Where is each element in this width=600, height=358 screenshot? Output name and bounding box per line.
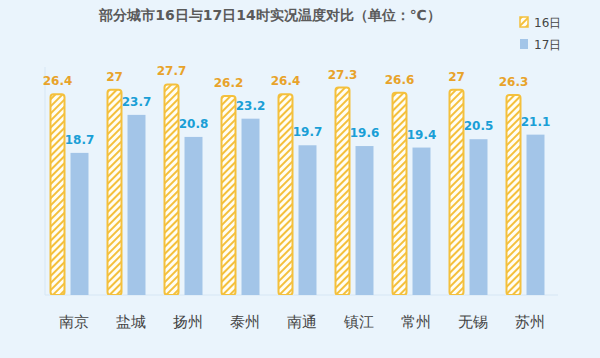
background bbox=[0, 0, 600, 358]
x-tick-label: 镇江 bbox=[343, 313, 374, 331]
bar bbox=[71, 153, 89, 295]
legend-label: 17日 bbox=[534, 38, 561, 52]
bar bbox=[128, 115, 146, 295]
bar bbox=[279, 94, 293, 295]
bar bbox=[393, 93, 407, 295]
bar bbox=[242, 119, 260, 295]
x-tick-label: 苏州 bbox=[515, 313, 545, 331]
x-tick-label: 扬州 bbox=[173, 313, 203, 331]
bar bbox=[413, 148, 431, 295]
bar bbox=[51, 94, 65, 295]
x-tick-label: 南京 bbox=[59, 313, 89, 331]
data-label: 19.7 bbox=[293, 125, 323, 139]
x-tick-label: 泰州 bbox=[230, 313, 260, 331]
data-label: 26.6 bbox=[385, 73, 415, 87]
legend-swatch bbox=[520, 39, 528, 49]
bar bbox=[185, 137, 203, 295]
bar bbox=[108, 90, 122, 295]
bar bbox=[527, 135, 545, 295]
data-label: 26.3 bbox=[499, 75, 529, 89]
data-label: 23.7 bbox=[122, 95, 152, 109]
data-labels: 26.4 18.7 27 23.7 27.7 20.8 26.2 23.2 26.4 19.7 27… bbox=[43, 64, 551, 146]
y-axis-line bbox=[45, 67, 46, 295]
x-tick-label: 无锡 bbox=[458, 313, 488, 331]
x-tick-label: 盐城 bbox=[116, 313, 146, 331]
bars bbox=[51, 84, 545, 295]
bar bbox=[336, 88, 350, 295]
data-label: 20.8 bbox=[179, 117, 209, 131]
chart: 部分城市16日与17日14时实况温度对比（单位：℃） 26.4 18.7 27 23.7… bbox=[0, 0, 600, 358]
bar bbox=[450, 90, 464, 295]
x-tick-label: 南通 bbox=[287, 313, 317, 331]
data-label: 27 bbox=[106, 70, 123, 84]
bar bbox=[470, 139, 488, 295]
title: 部分城市16日与17日14时实况温度对比（单位：℃） bbox=[98, 7, 440, 23]
data-label: 21.1 bbox=[521, 115, 551, 129]
bar bbox=[507, 95, 521, 295]
data-label: 26.4 bbox=[271, 74, 301, 88]
data-label: 27.7 bbox=[157, 64, 187, 78]
legend: 16日 17日 bbox=[520, 16, 561, 52]
bar bbox=[299, 145, 317, 295]
data-label: 20.5 bbox=[464, 119, 494, 133]
data-label: 27.3 bbox=[328, 68, 358, 82]
data-label: 18.7 bbox=[65, 133, 95, 147]
data-label: 27 bbox=[448, 70, 465, 84]
data-label: 26.2 bbox=[214, 76, 244, 90]
bar bbox=[165, 84, 179, 295]
data-label: 23.2 bbox=[236, 99, 266, 113]
data-label: 26.4 bbox=[43, 74, 73, 88]
bar bbox=[222, 96, 236, 295]
legend-swatch bbox=[520, 17, 528, 27]
bar bbox=[356, 146, 374, 295]
data-label: 19.6 bbox=[350, 126, 380, 140]
legend-label: 16日 bbox=[534, 16, 561, 30]
data-label: 19.4 bbox=[407, 128, 437, 142]
x-tick-label: 常州 bbox=[401, 313, 431, 331]
